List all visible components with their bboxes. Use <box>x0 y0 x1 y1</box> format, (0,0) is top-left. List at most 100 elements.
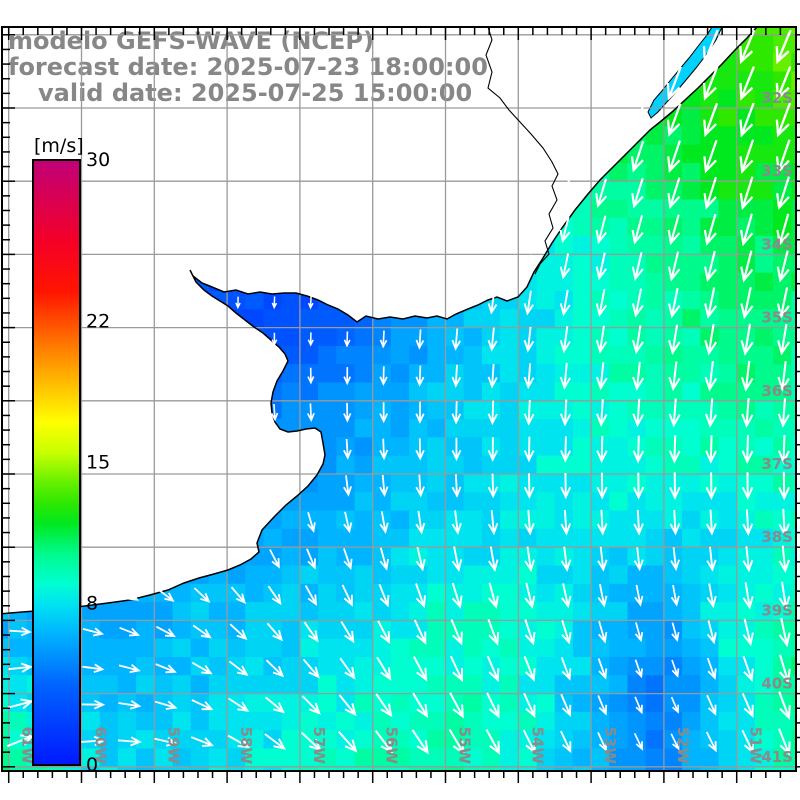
wind-speed-cell <box>427 675 447 695</box>
wind-speed-cell <box>536 492 556 512</box>
wind-speed-cell <box>427 345 447 365</box>
wind-speed-cell <box>554 583 574 603</box>
wind-speed-cell <box>299 766 319 771</box>
colorbar-tick-label: 22 <box>86 310 110 332</box>
wind-speed-cell <box>427 730 447 750</box>
wind-speed-cell <box>409 565 428 585</box>
wind-speed-cell <box>682 364 701 384</box>
wind-arrow <box>742 546 754 573</box>
wind-arrow <box>337 730 358 753</box>
wind-speed-cell <box>372 748 392 768</box>
wind-arrow <box>702 66 719 101</box>
wind-arrow <box>415 365 425 387</box>
wind-arrow <box>523 254 534 279</box>
graticule-gridlines <box>2 27 796 771</box>
wind-speed-cell <box>463 602 483 621</box>
wind-arrow <box>596 472 608 500</box>
wind-speed-cell <box>627 455 647 475</box>
wind-speed-cell <box>572 419 592 438</box>
wind-arrow <box>487 400 498 426</box>
wind-arrow <box>450 619 463 646</box>
wind-speed-cell <box>773 236 792 255</box>
wind-speed-cell <box>554 638 574 658</box>
wind-arrow <box>706 657 717 680</box>
wind-speed-cell <box>791 181 796 201</box>
wind-speed-cell <box>645 583 665 603</box>
wind-speed-cell <box>281 675 301 695</box>
wind-speed-cell <box>791 291 796 310</box>
wind-speed-cell <box>354 565 374 585</box>
wind-speed-cell <box>754 126 774 146</box>
wind-speed-cell <box>627 675 647 695</box>
wind-speed-cell <box>791 236 796 255</box>
wind-speed-cell <box>718 217 738 237</box>
wind-speed-cell <box>609 748 629 768</box>
wind-speed-cell <box>572 455 592 475</box>
lat-label: 35S <box>761 309 793 327</box>
wind-arrow <box>560 472 572 500</box>
wind-speed-cell <box>554 400 574 420</box>
wind-arrow <box>451 437 462 462</box>
wind-speed-cell <box>336 492 356 512</box>
wind-arrow <box>705 731 717 753</box>
wind-arrow <box>227 734 251 749</box>
wind-speed-cell <box>572 382 592 402</box>
wind-speed-cell <box>791 162 796 182</box>
wind-speed-cell <box>136 657 155 676</box>
wind-speed-cell <box>554 382 574 402</box>
wind-speed-cell <box>682 455 701 475</box>
wind-speed-cell <box>500 309 519 329</box>
wind-arrow <box>706 620 717 645</box>
wind-speed-cell <box>682 236 701 255</box>
wind-speed-cell <box>773 455 792 475</box>
wind-speed-cell <box>373 785 392 800</box>
wind-arrow <box>597 732 607 752</box>
wind-arrow <box>739 66 755 101</box>
wind-speed-cell <box>627 528 647 548</box>
wind-speed-cell <box>609 675 629 695</box>
wind-speed-cell <box>445 492 465 512</box>
wind-arrow <box>631 251 644 281</box>
wind-speed-cell <box>663 675 683 695</box>
wind-speed-cell <box>627 766 647 771</box>
wind-speed-cell <box>172 602 192 621</box>
wind-speed-cell <box>463 345 483 365</box>
wind-speed-cell <box>518 382 538 402</box>
wind-speed-cell <box>318 730 337 750</box>
wind-speed-cell <box>700 602 720 621</box>
wind-arrow <box>118 700 142 710</box>
wind-arrow <box>304 585 318 607</box>
wind-speed-cell <box>554 528 574 548</box>
wind-arrow <box>667 251 681 282</box>
wind-speed-cell <box>427 693 447 713</box>
wind-speed-cell <box>336 382 356 402</box>
wind-speed-cell <box>245 693 265 713</box>
wind-speed-cell <box>754 510 774 530</box>
wind-speed-cell <box>682 565 701 585</box>
wind-speed-cell <box>609 583 629 603</box>
wind-speed-cell <box>627 437 647 457</box>
wind-speed-cell <box>609 510 629 530</box>
wind-speed-cell <box>754 638 774 658</box>
wind-speed-cell <box>573 785 592 800</box>
wind-speed-cell <box>536 291 556 310</box>
wind-speed-cell <box>791 27 796 36</box>
wind-speed-cell <box>791 528 796 548</box>
wind-arrow <box>192 624 212 639</box>
wind-speed-cell <box>354 419 374 438</box>
wind-arrow <box>307 332 314 347</box>
wind-speed-cell <box>245 638 265 658</box>
wind-speed-cell <box>736 455 756 475</box>
wind-speed-cell <box>627 711 647 731</box>
wind-speed-cell <box>354 657 374 676</box>
wind-arrow <box>559 362 571 390</box>
wind-speed-cell <box>591 327 610 347</box>
wind-speed-cell <box>336 711 356 731</box>
wind-speed-cell <box>572 693 592 713</box>
wind-arrow <box>742 618 754 647</box>
wind-speed-cell <box>645 510 665 530</box>
wind-speed-cell <box>591 766 610 771</box>
wind-speed-cell <box>2 675 10 695</box>
wind-speed-cell <box>445 675 465 695</box>
wind-speed-cell <box>645 199 665 219</box>
